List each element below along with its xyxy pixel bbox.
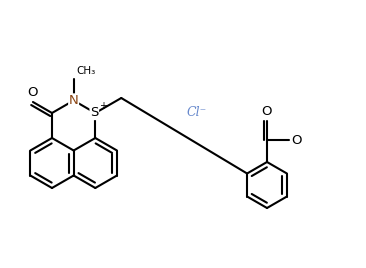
Text: CH₃: CH₃ (76, 66, 96, 76)
Text: S: S (90, 106, 98, 120)
Text: +: + (99, 101, 107, 111)
Text: O: O (28, 86, 38, 99)
Text: Cl⁻: Cl⁻ (187, 106, 207, 120)
Text: O: O (262, 105, 272, 118)
Text: N: N (69, 94, 79, 107)
Text: O: O (291, 133, 302, 147)
